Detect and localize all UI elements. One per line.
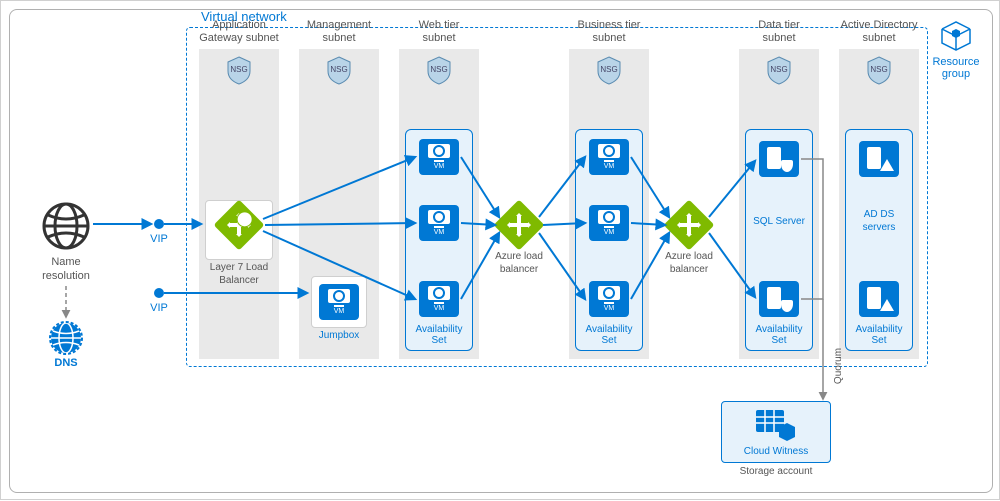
resource-group-icon: Resource group — [931, 19, 981, 80]
subnet-biz-label: Business tier subnet — [569, 19, 649, 45]
web-vm-1: VM — [419, 139, 459, 175]
azlb1-label: Azure load balancer — [487, 251, 551, 276]
biz-vm-3: VM — [589, 281, 629, 317]
availset-biz-label: Availability Set — [576, 324, 642, 346]
ad-vm-1 — [859, 141, 899, 177]
web-vm-3: VM — [419, 281, 459, 317]
dns-label: DNS — [45, 357, 87, 371]
sql-vm-2 — [759, 281, 799, 317]
name-resolution-label: Name resolution — [36, 256, 96, 284]
vip2-dot — [154, 288, 164, 298]
nsg-icon-biz: NSG — [595, 55, 623, 90]
availset-ad-label: Availability Set — [846, 324, 912, 346]
nsg-icon-ad: NSG — [865, 55, 893, 90]
resource-group-label: Resource group — [931, 56, 981, 80]
nsg-icon-appgw: NSG — [225, 55, 253, 90]
azlb1-icon — [494, 200, 545, 251]
biz-vm-1: VM — [589, 139, 629, 175]
vip1-dot — [154, 219, 164, 229]
svg-text:NSG: NSG — [430, 65, 447, 74]
storage-account-label: Storage account — [721, 466, 831, 479]
subnet-mgmt-label: Management subnet — [299, 19, 379, 45]
l7lb-icon — [214, 200, 265, 251]
internet-globe-icon — [41, 201, 91, 256]
sql-label: SQL Server — [745, 216, 813, 229]
web-vm-2: VM — [419, 205, 459, 241]
dns-icon — [49, 321, 83, 360]
availset-web-label: Availability Set — [406, 324, 472, 346]
svg-text:NSG: NSG — [600, 65, 617, 74]
cloud-witness-label: Cloud Witness — [721, 446, 831, 459]
sql-vm-1 — [759, 141, 799, 177]
svg-text:NSG: NSG — [230, 65, 247, 74]
l7lb-label: Layer 7 Load Balancer — [201, 262, 277, 287]
availset-data-label: Availability Set — [746, 324, 812, 346]
vip1-label: VIP — [137, 233, 181, 247]
svg-text:NSG: NSG — [770, 65, 787, 74]
jumpbox-label: Jumpbox — [307, 330, 371, 343]
svg-text:NSG: NSG — [330, 65, 347, 74]
svg-text:NSG: NSG — [870, 65, 887, 74]
azlb2-icon — [664, 200, 715, 251]
azlb2-label: Azure load balancer — [657, 251, 721, 276]
adds-label: AD DS servers — [845, 209, 913, 234]
quorum-label: Quorum — [833, 336, 846, 396]
subnet-appgw-label: Application Gateway subnet — [199, 19, 279, 45]
subnet-data-label: Data tier subnet — [739, 19, 819, 45]
biz-vm-2: VM — [589, 205, 629, 241]
jumpbox-vm-icon: VM — [319, 284, 359, 320]
ad-vm-2 — [859, 281, 899, 317]
subnet-web-label: Web tier subnet — [399, 19, 479, 45]
cloud-witness-icon — [753, 407, 799, 448]
nsg-icon-web: NSG — [425, 55, 453, 90]
nsg-icon-mgmt: NSG — [325, 55, 353, 90]
vip2-label: VIP — [137, 302, 181, 316]
nsg-icon-data: NSG — [765, 55, 793, 90]
subnet-ad-label: Active Directory subnet — [839, 19, 919, 45]
